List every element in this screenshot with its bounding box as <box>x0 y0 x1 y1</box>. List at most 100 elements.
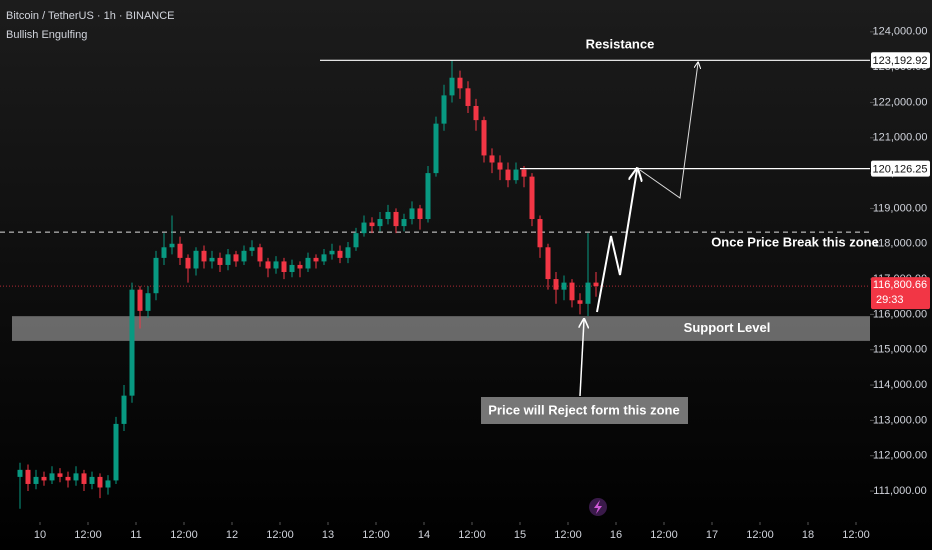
x-tick-label: 12:00 <box>458 529 486 541</box>
candle-body <box>97 476 103 488</box>
x-tick-label: 14 <box>418 529 430 541</box>
candle-body <box>457 77 463 89</box>
y-tick-label: 118,000.00 <box>873 238 927 250</box>
candle-body <box>225 254 231 265</box>
x-tick-label: 12:00 <box>842 529 870 541</box>
candle-body <box>497 162 503 170</box>
candle-body <box>209 257 215 262</box>
x-tick-label: 15 <box>514 529 526 541</box>
level-tag <box>871 160 930 177</box>
candle-body <box>265 261 271 269</box>
x-tick-label: 11 <box>130 529 141 541</box>
y-tick-label: 122,000.00 <box>872 96 927 108</box>
x-tick-label: 12:00 <box>74 529 102 541</box>
chart-subtitle: Bullish Engulfing <box>6 29 87 41</box>
level-tag-label: 123,192.92 <box>872 55 927 67</box>
candle-body <box>185 257 191 269</box>
candle-body <box>105 480 111 488</box>
candle-body <box>513 169 519 181</box>
candle-body <box>313 257 319 262</box>
candle-body <box>329 250 335 255</box>
level-tag <box>871 52 930 69</box>
candle-body <box>137 289 143 311</box>
candle-body <box>577 300 583 304</box>
candle-body <box>553 279 559 290</box>
candle-body <box>465 88 471 106</box>
x-tick-label: 10 <box>34 529 46 541</box>
x-tick-label: 12 <box>226 529 238 541</box>
candle-body <box>33 476 39 484</box>
candle-body <box>361 222 367 234</box>
candle-body <box>41 476 47 481</box>
candle-body <box>81 473 87 484</box>
candle-body <box>561 282 567 290</box>
x-tick-label: 16 <box>610 529 622 541</box>
candle-body <box>297 264 303 269</box>
candle-body <box>281 261 287 273</box>
price-countdown: 29:33 <box>876 294 904 306</box>
candle-body <box>393 211 399 227</box>
candle-body <box>585 282 591 304</box>
y-tick-label: 115,000.00 <box>873 344 927 356</box>
y-tick-label: 113,000.00 <box>873 414 927 426</box>
price-tag-label: 116,800.66 <box>873 279 927 291</box>
candle-body <box>449 77 455 96</box>
projection-arrow <box>639 63 698 199</box>
candle-body <box>401 219 407 227</box>
candle-body <box>345 247 351 258</box>
candle-body <box>409 208 415 220</box>
rejection-arrow <box>580 320 584 397</box>
candle-body <box>89 476 95 484</box>
candle-body <box>25 469 31 484</box>
candle-body <box>377 219 383 227</box>
candle-body <box>129 289 135 396</box>
candle-body <box>417 208 423 220</box>
candle-body <box>353 233 359 248</box>
y-tick-label: 116,000.00 <box>873 308 927 320</box>
rejection-note: Price will Reject form this zone <box>488 402 679 417</box>
note-box <box>481 397 688 424</box>
candle-body <box>505 169 511 181</box>
x-tick-label: 12:00 <box>650 529 678 541</box>
x-tick-label: 13 <box>322 529 334 541</box>
breakout-label: Once Price Break this zone <box>711 235 879 250</box>
candle-body <box>385 211 391 220</box>
candle-body <box>57 473 63 477</box>
x-tick-label: 12:00 <box>554 529 582 541</box>
candle-body <box>121 395 127 424</box>
x-tick-label: 12:00 <box>746 529 774 541</box>
x-tick-label: 12:00 <box>266 529 294 541</box>
y-tick-label: 112,000.00 <box>873 450 927 462</box>
projection-arrow <box>596 170 637 313</box>
candle-body <box>177 243 183 258</box>
candle-body <box>545 247 551 280</box>
candle-body <box>337 250 343 258</box>
candle-body <box>153 257 159 294</box>
candle-body <box>17 469 23 477</box>
level-tag-label: 120,126.25 <box>872 164 927 176</box>
candle-body <box>49 473 55 481</box>
candle-body <box>321 254 327 262</box>
candle-body <box>257 247 263 262</box>
candle-body <box>305 257 311 269</box>
candle-body <box>369 222 375 227</box>
candle-body <box>441 95 447 124</box>
candle-body <box>249 247 255 251</box>
y-tick-label: 119,000.00 <box>873 202 927 214</box>
candle-body <box>569 282 575 301</box>
y-tick-label: 124,000.00 <box>872 26 927 38</box>
level-name: Resistance <box>586 37 655 52</box>
y-tick-label: 121,000.00 <box>872 132 927 144</box>
candle-body <box>193 250 199 269</box>
support-label: Support Level <box>684 320 771 335</box>
chart-title: Bitcoin / TetherUS · 1h · BINANCE <box>6 10 175 22</box>
candle-body <box>113 423 119 481</box>
candle-body <box>241 250 247 262</box>
candle-body <box>65 476 71 481</box>
event-icon-bolt <box>594 500 602 514</box>
price-tag <box>871 277 930 310</box>
candle-body <box>217 257 223 265</box>
candle-body <box>529 176 535 220</box>
